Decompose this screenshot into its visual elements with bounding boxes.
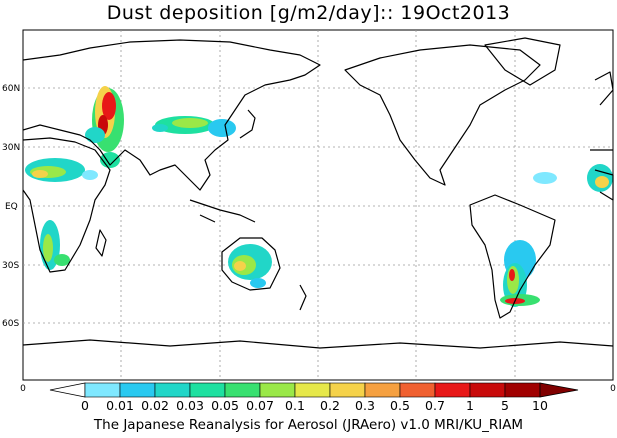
- colorbar-tick-label: 0.5: [390, 398, 410, 413]
- lat-label-eq: EQ: [5, 202, 18, 212]
- colorbar-box: [434, 382, 471, 398]
- colorbar-tick-label: 0.1: [285, 398, 305, 413]
- colorbar-right-edge-label: 0: [610, 384, 616, 394]
- colorbar-box: [364, 382, 401, 398]
- colorbar-under-triangle: [49, 382, 86, 398]
- colorbar-tick-label: 1: [466, 398, 474, 413]
- colorbar-box: [84, 382, 121, 398]
- colorbar-tick-label: 0.07: [246, 398, 274, 413]
- lat-label-60n: 60N: [2, 84, 20, 94]
- colorbar-box: [224, 382, 261, 398]
- colorbar-tick-label: 0.7: [425, 398, 445, 413]
- colorbar-box: [469, 382, 506, 398]
- colorbar-tick-label: 5: [501, 398, 509, 413]
- colorbar: 0 0.01 0.02 0.03 0.05 0.07 0.1 0.2 0.3 0.5 0.7 1 5 10: [49, 382, 579, 413]
- dust-shading: [25, 86, 613, 307]
- latitude-labels: 60N 30N EQ 30S 60S: [2, 84, 20, 329]
- colorbar-box: [154, 382, 191, 398]
- colorbar-left-edge-label: 0: [20, 384, 26, 394]
- colorbar-tick-label: 0.05: [211, 398, 239, 413]
- colorbar-tick-label: 10: [532, 398, 548, 413]
- colorbar-tick-label: 0.3: [355, 398, 375, 413]
- map-footer: The Japanese Reanalysis for Aerosol (JRA…: [93, 417, 524, 433]
- colorbar-box: [189, 382, 226, 398]
- colorbar-box: [294, 382, 331, 398]
- colorbar-box: [329, 382, 366, 398]
- colorbar-tick-label: 0: [81, 398, 89, 413]
- coastlines: [22, 37, 614, 349]
- colorbar-box: [399, 382, 436, 398]
- map-title: Dust deposition [g/m2/day]:: 19Oct2013: [106, 2, 511, 24]
- lat-label-60s: 60S: [2, 319, 19, 329]
- colorbar-box: [119, 382, 156, 398]
- colorbar-over-triangle: [539, 382, 579, 398]
- colorbar-tick-label: 0.01: [106, 398, 134, 413]
- colorbar-tick-label: 0.2: [320, 398, 340, 413]
- colorbar-box: [259, 382, 296, 398]
- colorbar-tick-label: 0.02: [141, 398, 169, 413]
- colorbar-tick-label: 0.03: [176, 398, 204, 413]
- lat-label-30n: 30N: [2, 143, 20, 153]
- lat-label-30s: 30S: [2, 261, 19, 271]
- colorbar-box: [504, 382, 541, 398]
